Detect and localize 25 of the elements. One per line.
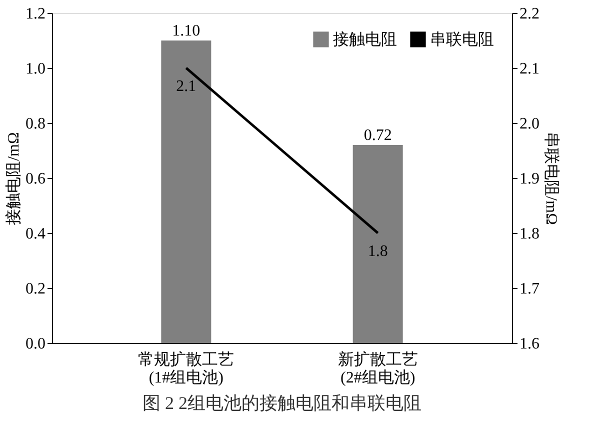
y-tick-label: 0.0	[26, 336, 46, 352]
y2-tick-label: 1.9	[520, 170, 540, 188]
x-tick-label: 常规扩散工艺 (1#组电池)	[138, 350, 234, 386]
legend-label: 串联电阻	[430, 30, 494, 48]
legend-label: 接触电阻	[333, 30, 397, 48]
text: 图 2 2组电池的接触电阻和串联电阻	[142, 393, 422, 413]
y2-tick-label: 1.6	[520, 336, 540, 352]
y2-tick-label: 2.0	[520, 116, 540, 132]
y-tick-label: 0.2	[26, 280, 46, 298]
y-axis-title: 接触电阻/mΩ	[4, 132, 22, 225]
y-tick-label: 1.2	[26, 6, 46, 22]
data-label: 1.8	[368, 243, 388, 260]
y2-axis-title: 串联电阻/mΩ	[542, 132, 560, 225]
y-tick-label: 0.4	[26, 226, 46, 242]
data-label: 1.10	[172, 22, 200, 40]
x-tick-label: 新扩散工艺 (2#组电池)	[338, 350, 418, 386]
y2-tick-label: 1.7	[520, 280, 540, 298]
y-tick-label: 0.8	[26, 116, 46, 132]
data-label: 2.1	[176, 78, 196, 95]
y-tick-label: 1.0	[26, 60, 46, 78]
y2-tick-label: 1.8	[520, 226, 540, 242]
y-tick-label: 0.6	[26, 170, 46, 188]
y2-tick-label: 2.2	[520, 6, 540, 22]
y2-tick-label: 2.1	[520, 60, 540, 78]
data-label: 0.72	[364, 127, 392, 144]
